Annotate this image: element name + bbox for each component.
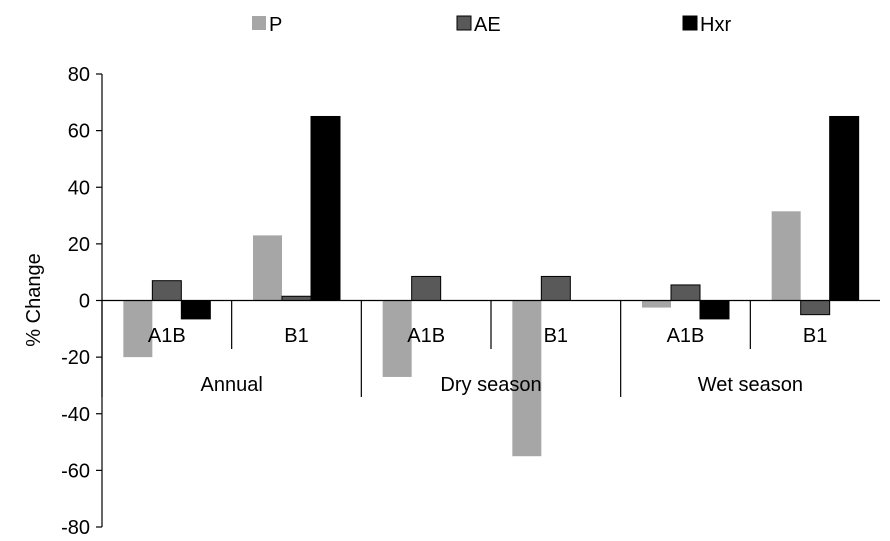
group-label: Dry season bbox=[440, 374, 541, 396]
category-label: A1B bbox=[407, 325, 445, 347]
bar-hxr-1 bbox=[310, 115, 341, 301]
bar-hxr-5 bbox=[829, 115, 860, 301]
y-tick-label: -60 bbox=[61, 460, 90, 482]
y-tick-label: 20 bbox=[68, 234, 90, 256]
bar-hxr-0 bbox=[180, 300, 211, 320]
group-label: Wet season bbox=[698, 374, 803, 396]
bar-hxr-4 bbox=[699, 300, 730, 320]
bar-ae-0 bbox=[151, 280, 182, 301]
y-ticks: 80 60 40 20 0 -20 -40 -60 -80 bbox=[61, 64, 102, 539]
bar-p-4 bbox=[642, 300, 671, 308]
bar-p-0 bbox=[123, 300, 153, 358]
category-label: B1 bbox=[544, 325, 568, 347]
y-tick-label: -40 bbox=[61, 404, 90, 426]
category-label: A1B bbox=[148, 325, 186, 347]
axes bbox=[101, 74, 880, 527]
legend: P AE Hxr bbox=[252, 14, 731, 36]
legend-label-ae: AE bbox=[474, 14, 501, 36]
y-tick-label: 0 bbox=[79, 291, 90, 313]
bar-ae-3 bbox=[540, 275, 571, 302]
bars bbox=[123, 115, 860, 457]
bar-p-2 bbox=[382, 300, 412, 377]
legend-label-p: P bbox=[269, 14, 282, 36]
bar-p-1 bbox=[253, 235, 282, 301]
y-tick-label: 40 bbox=[68, 177, 90, 199]
category-label: B1 bbox=[803, 325, 827, 347]
bar-ae-4 bbox=[670, 284, 701, 302]
y-tick-label: 60 bbox=[68, 121, 90, 143]
legend-swatch-hxr bbox=[682, 15, 698, 31]
y-tick-label: 80 bbox=[68, 64, 90, 86]
bar-ae-1 bbox=[281, 295, 312, 301]
legend-swatch-p bbox=[252, 16, 266, 30]
legend-swatch-ae bbox=[456, 15, 472, 31]
category-label: A1B bbox=[667, 325, 705, 347]
legend-label-hxr: Hxr bbox=[700, 14, 731, 36]
category-label: B1 bbox=[284, 325, 308, 347]
bar-p-5 bbox=[771, 211, 801, 301]
bar-ae-2 bbox=[411, 275, 442, 302]
category-labels: A1B B1 A1B B1 A1B B1 Annual Dry season Wet seaso… bbox=[148, 325, 827, 396]
y-tick-label: -20 bbox=[61, 347, 90, 369]
y-axis-title: % Change bbox=[23, 253, 45, 346]
y-tick-label: -80 bbox=[61, 517, 90, 539]
bar-p-3 bbox=[512, 300, 542, 457]
group-label: Annual bbox=[201, 374, 263, 396]
bar-ae-5 bbox=[800, 300, 831, 316]
